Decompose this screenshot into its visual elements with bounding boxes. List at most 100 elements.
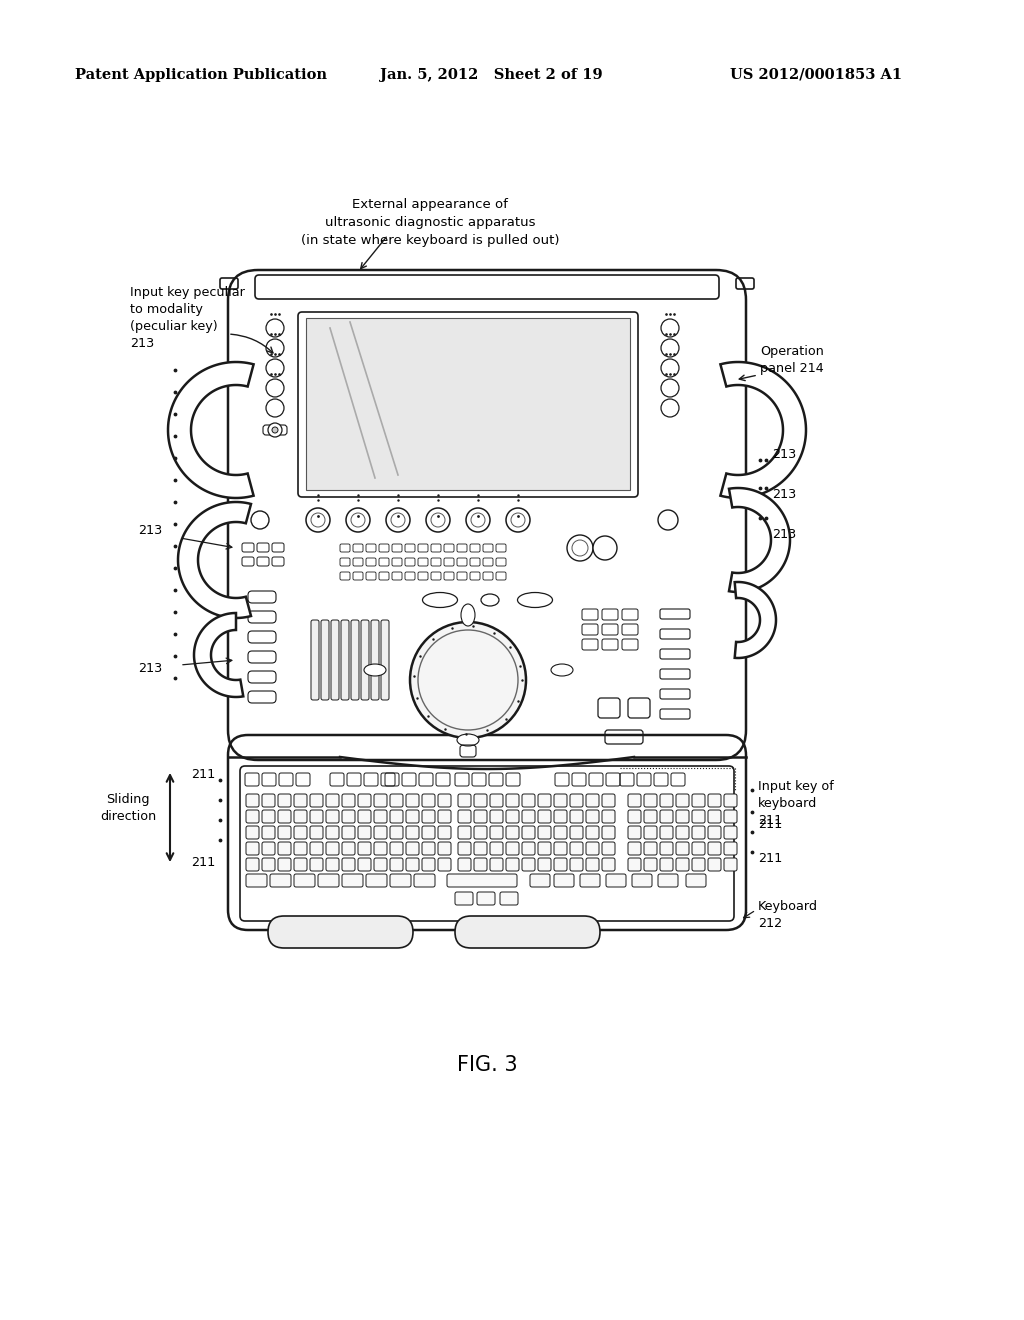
FancyBboxPatch shape bbox=[570, 842, 583, 855]
FancyBboxPatch shape bbox=[458, 826, 471, 840]
FancyBboxPatch shape bbox=[262, 858, 275, 871]
FancyBboxPatch shape bbox=[310, 842, 323, 855]
FancyBboxPatch shape bbox=[586, 826, 599, 840]
Polygon shape bbox=[168, 362, 254, 498]
FancyBboxPatch shape bbox=[374, 826, 387, 840]
Circle shape bbox=[266, 399, 284, 417]
Text: Jan. 5, 2012   Sheet 2 of 19: Jan. 5, 2012 Sheet 2 of 19 bbox=[380, 69, 603, 82]
FancyBboxPatch shape bbox=[351, 620, 359, 700]
FancyBboxPatch shape bbox=[570, 795, 583, 807]
Circle shape bbox=[662, 339, 679, 356]
FancyBboxPatch shape bbox=[692, 795, 705, 807]
FancyBboxPatch shape bbox=[246, 842, 259, 855]
FancyBboxPatch shape bbox=[602, 810, 615, 822]
FancyBboxPatch shape bbox=[294, 810, 307, 822]
Ellipse shape bbox=[457, 734, 479, 746]
FancyBboxPatch shape bbox=[586, 795, 599, 807]
FancyBboxPatch shape bbox=[692, 810, 705, 822]
FancyBboxPatch shape bbox=[660, 810, 673, 822]
FancyBboxPatch shape bbox=[458, 795, 471, 807]
FancyBboxPatch shape bbox=[570, 810, 583, 822]
FancyBboxPatch shape bbox=[644, 858, 657, 871]
Circle shape bbox=[386, 508, 410, 532]
FancyBboxPatch shape bbox=[554, 826, 567, 840]
FancyBboxPatch shape bbox=[246, 795, 259, 807]
FancyBboxPatch shape bbox=[326, 826, 339, 840]
Polygon shape bbox=[194, 612, 244, 697]
Text: 213: 213 bbox=[772, 449, 797, 462]
Circle shape bbox=[662, 359, 679, 378]
FancyBboxPatch shape bbox=[644, 842, 657, 855]
FancyBboxPatch shape bbox=[438, 810, 451, 822]
Circle shape bbox=[662, 399, 679, 417]
Text: US 2012/0001853 A1: US 2012/0001853 A1 bbox=[730, 69, 902, 82]
FancyBboxPatch shape bbox=[268, 916, 413, 948]
Polygon shape bbox=[721, 362, 806, 498]
Polygon shape bbox=[178, 502, 251, 618]
FancyBboxPatch shape bbox=[628, 858, 641, 871]
FancyBboxPatch shape bbox=[570, 826, 583, 840]
FancyBboxPatch shape bbox=[422, 795, 435, 807]
Circle shape bbox=[593, 536, 617, 560]
FancyBboxPatch shape bbox=[390, 842, 403, 855]
FancyBboxPatch shape bbox=[602, 858, 615, 871]
FancyBboxPatch shape bbox=[294, 795, 307, 807]
Circle shape bbox=[251, 511, 269, 529]
FancyBboxPatch shape bbox=[538, 842, 551, 855]
FancyBboxPatch shape bbox=[554, 858, 567, 871]
FancyBboxPatch shape bbox=[326, 858, 339, 871]
FancyBboxPatch shape bbox=[724, 810, 737, 822]
FancyBboxPatch shape bbox=[644, 795, 657, 807]
FancyBboxPatch shape bbox=[318, 874, 339, 887]
FancyBboxPatch shape bbox=[522, 858, 535, 871]
FancyBboxPatch shape bbox=[490, 858, 503, 871]
FancyBboxPatch shape bbox=[660, 858, 673, 871]
FancyBboxPatch shape bbox=[477, 892, 495, 906]
Ellipse shape bbox=[364, 664, 386, 676]
FancyBboxPatch shape bbox=[692, 858, 705, 871]
FancyBboxPatch shape bbox=[474, 810, 487, 822]
FancyBboxPatch shape bbox=[438, 842, 451, 855]
FancyBboxPatch shape bbox=[522, 795, 535, 807]
FancyBboxPatch shape bbox=[644, 810, 657, 822]
FancyBboxPatch shape bbox=[342, 874, 362, 887]
FancyBboxPatch shape bbox=[331, 620, 339, 700]
FancyBboxPatch shape bbox=[474, 842, 487, 855]
FancyBboxPatch shape bbox=[708, 826, 721, 840]
FancyBboxPatch shape bbox=[602, 842, 615, 855]
Polygon shape bbox=[734, 582, 776, 657]
FancyBboxPatch shape bbox=[724, 858, 737, 871]
Text: 211: 211 bbox=[190, 855, 215, 869]
FancyBboxPatch shape bbox=[692, 826, 705, 840]
FancyBboxPatch shape bbox=[422, 858, 435, 871]
FancyBboxPatch shape bbox=[676, 795, 689, 807]
FancyBboxPatch shape bbox=[262, 810, 275, 822]
Bar bbox=[306, 318, 630, 490]
FancyBboxPatch shape bbox=[447, 874, 517, 887]
Text: 213: 213 bbox=[138, 661, 162, 675]
Circle shape bbox=[268, 422, 282, 437]
FancyBboxPatch shape bbox=[606, 874, 626, 887]
FancyBboxPatch shape bbox=[278, 858, 291, 871]
FancyBboxPatch shape bbox=[708, 810, 721, 822]
Text: 211: 211 bbox=[758, 818, 782, 832]
FancyBboxPatch shape bbox=[660, 795, 673, 807]
FancyBboxPatch shape bbox=[342, 795, 355, 807]
FancyBboxPatch shape bbox=[554, 842, 567, 855]
Circle shape bbox=[410, 622, 526, 738]
FancyBboxPatch shape bbox=[506, 810, 519, 822]
FancyBboxPatch shape bbox=[474, 795, 487, 807]
FancyBboxPatch shape bbox=[326, 810, 339, 822]
Circle shape bbox=[266, 339, 284, 356]
FancyBboxPatch shape bbox=[538, 858, 551, 871]
FancyBboxPatch shape bbox=[406, 858, 419, 871]
Text: Sliding
direction: Sliding direction bbox=[100, 793, 156, 822]
FancyBboxPatch shape bbox=[278, 826, 291, 840]
FancyBboxPatch shape bbox=[438, 826, 451, 840]
FancyBboxPatch shape bbox=[490, 842, 503, 855]
FancyBboxPatch shape bbox=[724, 842, 737, 855]
FancyBboxPatch shape bbox=[602, 826, 615, 840]
FancyBboxPatch shape bbox=[406, 842, 419, 855]
FancyBboxPatch shape bbox=[506, 795, 519, 807]
FancyBboxPatch shape bbox=[358, 795, 371, 807]
